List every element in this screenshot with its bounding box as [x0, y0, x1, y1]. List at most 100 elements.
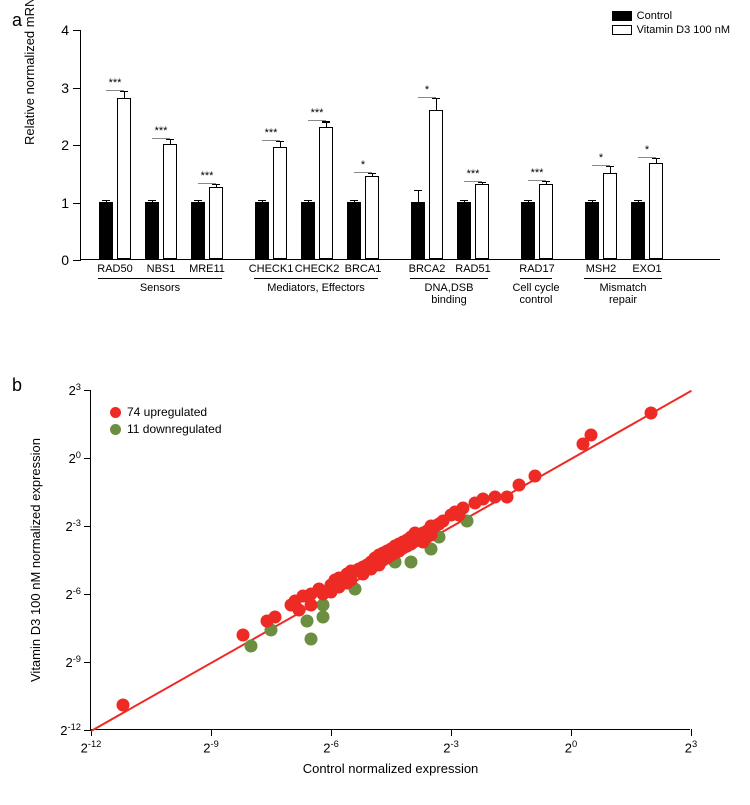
- scatter-point-up: [501, 490, 514, 503]
- scatter-point-up: [305, 599, 318, 612]
- sig-stars: ***: [155, 125, 168, 137]
- errorbar-cap: [414, 190, 422, 191]
- xtick: [331, 729, 332, 736]
- sig-line: [528, 180, 546, 181]
- errorbar: [436, 98, 437, 111]
- ytick-label: 4: [61, 22, 69, 38]
- errorbar-cap: [322, 121, 330, 122]
- panel-b-chart: Control normalized expression 2-122-92-6…: [90, 390, 690, 730]
- bar-vit-MSH2: [603, 173, 617, 259]
- scatter-point-up: [645, 406, 658, 419]
- ytick-label: 2-12: [60, 722, 81, 738]
- sig-line: [592, 165, 610, 166]
- errorbar-cap: [148, 200, 156, 201]
- errorbar-cap: [276, 141, 284, 142]
- legend-row-up: 74 upregulated: [110, 405, 222, 419]
- gene-label-RAD51: RAD51: [455, 263, 490, 275]
- bar-vit-RAD17: [539, 184, 553, 259]
- legend-dot-up: [110, 407, 121, 418]
- scatter-point-up: [237, 628, 250, 641]
- scatter-point-up: [269, 610, 282, 623]
- panel-b-ylabel: Vitamin D3 100 nM normalized expression: [28, 438, 43, 682]
- ytick-label: 1: [61, 195, 69, 211]
- sig-stars: ***: [531, 167, 544, 179]
- sig-line: [464, 181, 482, 182]
- sig-stars: *: [361, 159, 365, 171]
- errorbar-cap: [588, 200, 596, 201]
- ytick: [73, 145, 81, 146]
- errorbar: [124, 91, 125, 99]
- sig-line: [638, 157, 656, 158]
- ytick: [84, 662, 91, 663]
- bar-vit-CHECK2: [319, 127, 333, 259]
- ytick-label: 23: [69, 382, 81, 398]
- bar-control-RAD51: [457, 202, 471, 260]
- bar-vit-CHECK1: [273, 147, 287, 259]
- legend-dot-down: [110, 424, 121, 435]
- errorbar-cap: [542, 181, 550, 182]
- scatter-point-down: [301, 615, 314, 628]
- ytick: [84, 526, 91, 527]
- sig-stars: *: [425, 84, 429, 96]
- sig-line: [354, 172, 372, 173]
- sig-stars: ***: [201, 170, 214, 182]
- errorbar-cap: [524, 200, 532, 201]
- panel-b-legend: 74 upregulated 11 downregulated: [110, 405, 222, 439]
- bar-vit-BRCA2: [429, 110, 443, 260]
- sig-line: [308, 120, 326, 121]
- ytick-label: 3: [61, 80, 69, 96]
- gene-label-NBS1: NBS1: [147, 263, 176, 275]
- ytick: [73, 260, 81, 261]
- xtick: [211, 729, 212, 736]
- sig-stars: ***: [265, 127, 278, 139]
- errorbar-cap: [194, 200, 202, 201]
- scatter-point-down: [305, 633, 318, 646]
- bar-control-RAD50: [99, 202, 113, 260]
- errorbar-cap: [102, 200, 110, 201]
- gene-label-BRCA2: BRCA2: [409, 263, 446, 275]
- scatter-point-up: [585, 429, 598, 442]
- group-bracket: [410, 278, 488, 279]
- bar-control-RAD17: [521, 202, 535, 260]
- errorbar: [418, 190, 419, 203]
- bar-control-NBS1: [145, 202, 159, 260]
- sig-line: [262, 140, 280, 141]
- scatter-point-up: [529, 470, 542, 483]
- sig-stars: *: [599, 152, 603, 164]
- bar-vit-NBS1: [163, 144, 177, 259]
- errorbar-cap: [304, 200, 312, 201]
- group-label: Mediators, Effectors: [267, 282, 365, 294]
- sig-stars: ***: [467, 168, 480, 180]
- gene-label-MRE11: MRE11: [189, 263, 225, 275]
- group-bracket: [520, 278, 552, 279]
- xtick: [691, 729, 692, 736]
- sig-stars: ***: [311, 107, 324, 119]
- errorbar-cap: [460, 200, 468, 201]
- errorbar-cap: [350, 200, 358, 201]
- legend-row-control: Control: [612, 10, 730, 22]
- panel-a-label: a: [12, 10, 22, 31]
- scatter-point-down: [245, 640, 258, 653]
- group-label: Sensors: [140, 282, 180, 294]
- group-bracket: [254, 278, 378, 279]
- ytick-label: 2-9: [65, 654, 81, 670]
- bar-control-CHECK1: [255, 202, 269, 260]
- xtick-label: 23: [685, 739, 697, 755]
- panel-a-chart: 01234RAD50***NBS1***MRE11***CHECK1***CHE…: [80, 30, 720, 260]
- sig-stars: ***: [109, 77, 122, 89]
- errorbar-cap: [212, 184, 220, 185]
- bar-vit-RAD51: [475, 184, 489, 259]
- bar-vit-MRE11: [209, 187, 223, 259]
- scatter-point-down: [405, 556, 418, 569]
- gene-label-RAD17: RAD17: [519, 263, 554, 275]
- bar-vit-RAD50: [117, 98, 131, 259]
- xtick-label: 2-6: [323, 739, 339, 755]
- swatch-control: [612, 11, 632, 21]
- panel-b-label: b: [12, 375, 22, 396]
- errorbar-cap: [634, 200, 642, 201]
- bar-control-CHECK2: [301, 202, 315, 260]
- xtick-label: 20: [565, 739, 577, 755]
- xtick: [571, 729, 572, 736]
- bar-control-EXO1: [631, 202, 645, 260]
- errorbar-cap: [166, 139, 174, 140]
